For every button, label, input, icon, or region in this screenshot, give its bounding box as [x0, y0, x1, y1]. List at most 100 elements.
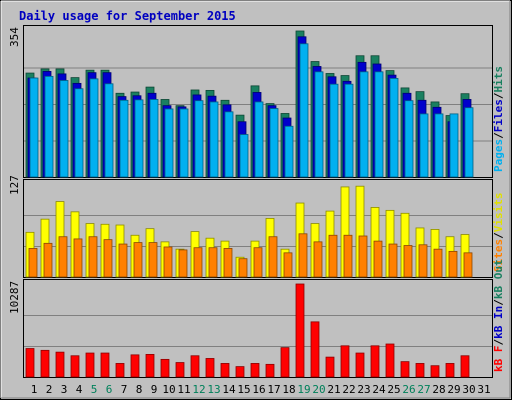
kbytes-bar-day-23 — [355, 352, 365, 378]
kbytes-bar-day-7 — [115, 363, 125, 378]
pages-bar-day-11 — [179, 108, 189, 178]
kbytes-bar-day-15 — [235, 366, 245, 378]
kbytes-bar-day-3 — [55, 351, 65, 378]
sites-bar-day-23 — [358, 235, 368, 278]
kbytes-bar-day-10 — [160, 358, 170, 378]
pages-bar-day-5 — [89, 78, 99, 178]
day-label-8: 8 — [136, 383, 143, 396]
day-label-24: 24 — [372, 383, 386, 396]
day-label-14: 14 — [222, 383, 236, 396]
pages-bar-day-26 — [404, 100, 414, 178]
sites-bar-day-2 — [43, 242, 53, 278]
sites-bar-day-10 — [163, 246, 173, 278]
pages-bar-day-23 — [359, 71, 369, 178]
day-label-2: 2 — [46, 383, 53, 396]
sites-bar-day-22 — [343, 234, 353, 278]
day-label-31: 31 — [477, 383, 490, 396]
sites-bar-day-25 — [388, 243, 398, 278]
sites-bar-day-30 — [463, 252, 473, 278]
day-label-20: 20 — [312, 383, 325, 396]
legend-label-separator: / — [492, 339, 505, 346]
legend-label-separator: / — [492, 232, 505, 239]
pages-bar-day-30 — [464, 107, 474, 178]
kbytes-bar-day-27 — [415, 363, 425, 378]
pages-bar-day-13 — [209, 101, 219, 178]
sites-bar-day-16 — [253, 247, 263, 278]
legend-label-separator: / — [492, 132, 505, 139]
chart-title: Daily usage for September 2015 — [19, 9, 236, 23]
day-label-10: 10 — [162, 383, 175, 396]
kbytes-bar-day-11 — [175, 362, 185, 378]
day-label-21: 21 — [327, 383, 340, 396]
sites-bar-day-5 — [88, 236, 98, 278]
sites-bar-day-27 — [418, 244, 428, 278]
legend-label-visits: Visits — [492, 193, 505, 233]
x-axis-day-labels: 1 2 3 4 5 6 7 8 9 10 11 12 13 14 15 16 17 18 19 20 21 22 23 24 2… — [31, 383, 491, 396]
kbytes-bar-day-8 — [130, 354, 140, 378]
day-label-9: 9 — [151, 383, 158, 396]
sites-bar-day-12 — [193, 247, 203, 278]
day-label-15: 15 — [237, 383, 250, 396]
kbytes-bar-day-16 — [250, 363, 260, 378]
kbytes-bar-day-21 — [325, 356, 335, 378]
kbytes-bar-day-2 — [40, 349, 50, 378]
pages-bar-day-15 — [239, 134, 249, 178]
pages-bar-day-27 — [419, 113, 429, 178]
pages-bar-day-17 — [269, 108, 279, 178]
day-label-5: 5 — [91, 383, 98, 396]
visits-ymax-label: 127 — [8, 175, 21, 195]
pages-bar-day-25 — [389, 78, 399, 178]
pages-bar-day-8 — [134, 99, 144, 178]
day-label-13: 13 — [207, 383, 220, 396]
sites-bar-day-18 — [283, 252, 293, 278]
pages-bar-day-21 — [329, 83, 339, 178]
kbytes-bar-day-4 — [70, 355, 80, 378]
sites-bar-day-15 — [238, 258, 248, 278]
pages-bar-day-16 — [254, 101, 264, 178]
pages-bar-day-4 — [74, 88, 84, 178]
day-label-4: 4 — [76, 383, 83, 396]
sites-bar-day-19 — [298, 233, 308, 278]
sites-bar-day-3 — [58, 236, 68, 278]
kbytes-bar-day-12 — [190, 355, 200, 378]
pages-bar-day-3 — [59, 80, 69, 178]
legend-label-hits: Hits — [492, 66, 505, 93]
day-label-19: 19 — [297, 383, 310, 396]
kbytes-bar-day-17 — [265, 363, 275, 378]
kbytes-bar-day-1 — [25, 348, 35, 378]
sites-bar-day-1 — [28, 248, 38, 278]
day-label-30: 30 — [462, 383, 475, 396]
kbytes-bar-day-9 — [145, 353, 155, 378]
legend-label-separator: / — [492, 92, 505, 99]
pages-bar-day-7 — [119, 99, 129, 178]
kbytes-bar-day-25 — [385, 343, 395, 378]
sites-bar-day-21 — [328, 234, 338, 278]
kbytes-bar-day-30 — [460, 355, 470, 378]
legend-label-kb-f: kB F — [492, 346, 505, 373]
day-label-18: 18 — [282, 383, 295, 396]
legend-panel-3: kB F/kB In/kB Out — [492, 259, 505, 372]
legend-panel-2: Sites/Visits — [492, 193, 505, 273]
legend-label-sites: Sites — [492, 239, 505, 272]
sites-bar-day-7 — [118, 243, 128, 278]
sites-bar-day-20 — [313, 241, 323, 278]
day-label-17: 17 — [267, 383, 280, 396]
sites-bar-day-14 — [223, 248, 233, 278]
sites-bar-day-13 — [208, 247, 218, 278]
day-label-3: 3 — [61, 383, 68, 396]
bars — [25, 30, 474, 378]
sites-bar-day-26 — [403, 245, 413, 278]
kbytes-bar-day-26 — [400, 361, 410, 378]
day-label-27: 27 — [417, 383, 430, 396]
kbytes-ymax-label: 10287 — [8, 281, 21, 314]
sites-bar-day-9 — [148, 242, 158, 278]
kbytes-bar-day-24 — [370, 345, 380, 378]
day-label-6: 6 — [106, 383, 113, 396]
sites-bar-day-28 — [433, 248, 443, 278]
pages-bar-day-24 — [374, 71, 384, 178]
kbytes-bar-day-29 — [445, 363, 455, 378]
day-label-23: 23 — [357, 383, 370, 396]
day-label-1: 1 — [31, 383, 38, 396]
